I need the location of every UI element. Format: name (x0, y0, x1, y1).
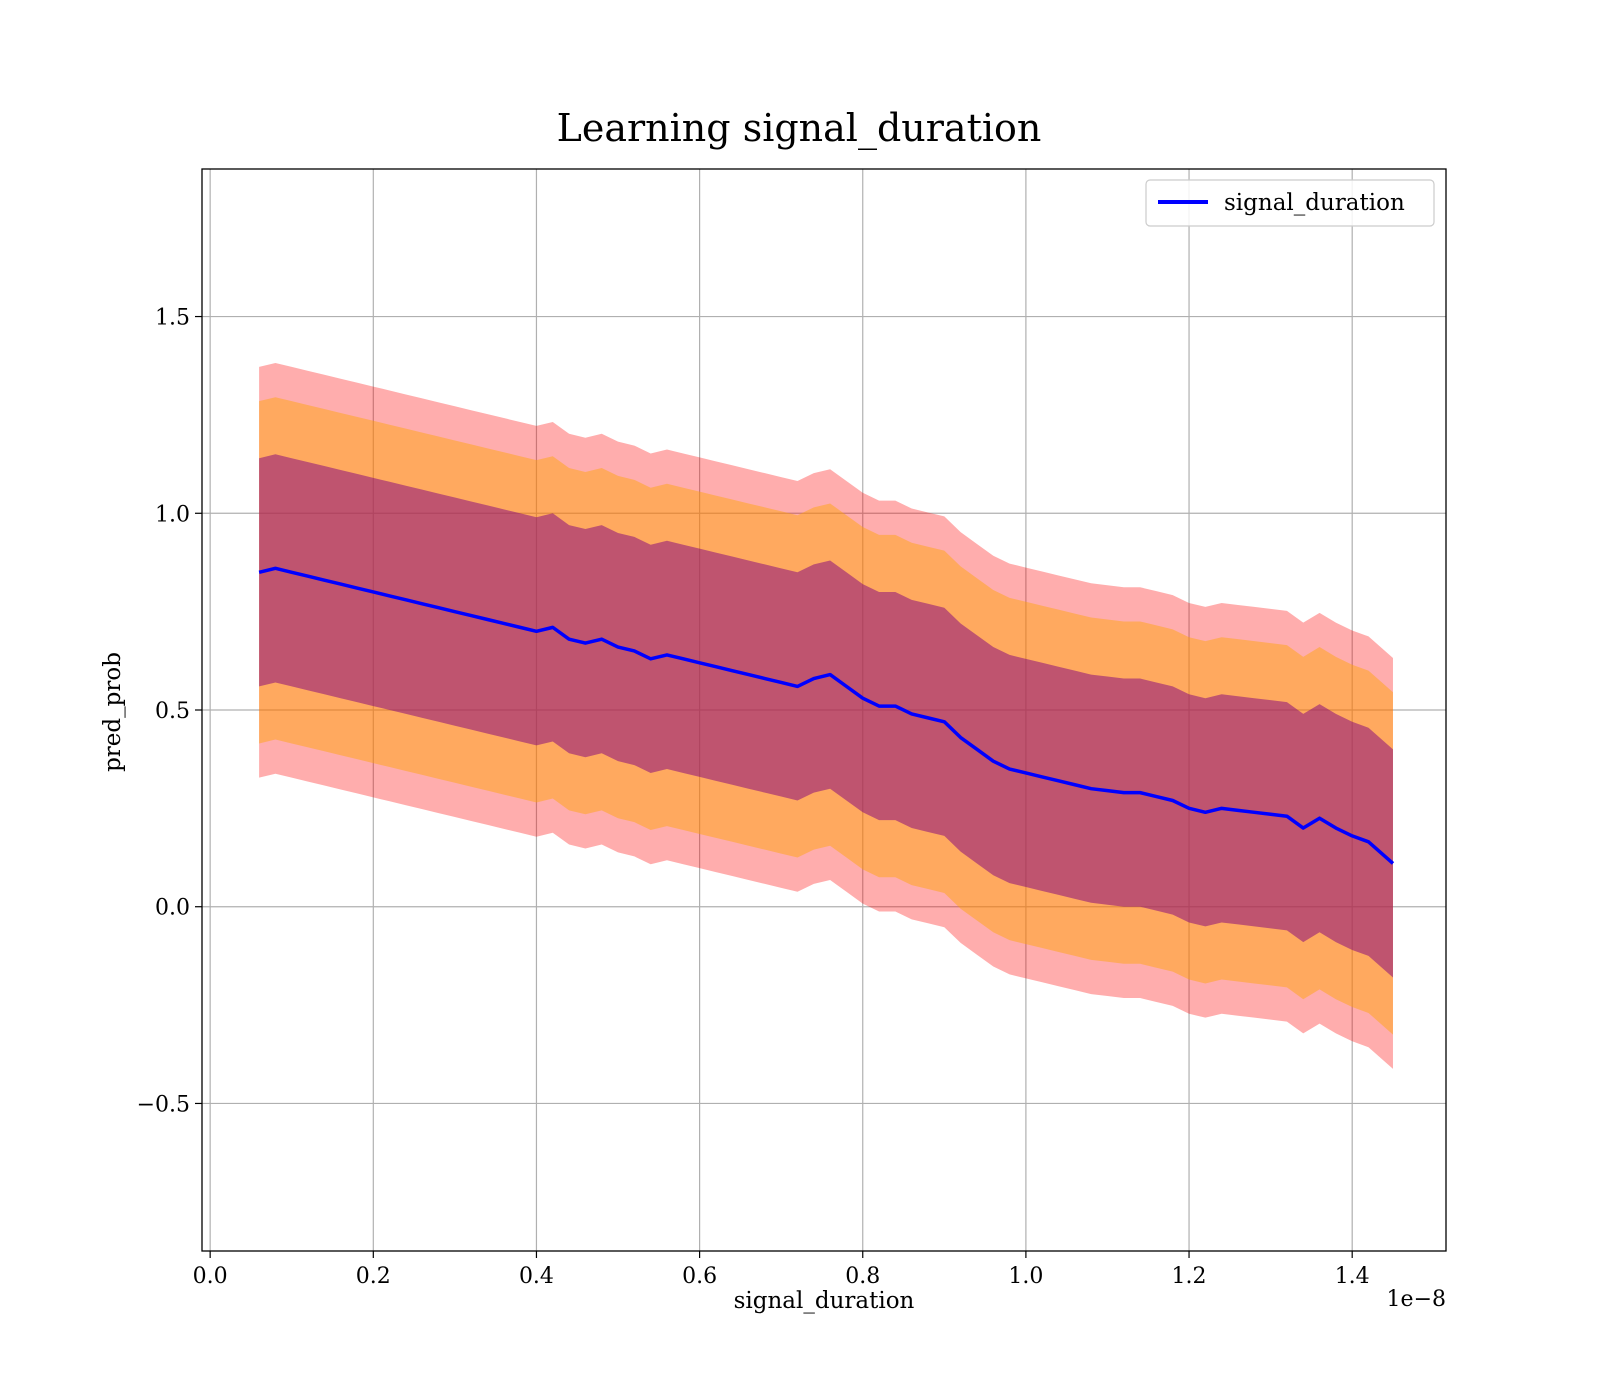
series-line-0 (258, 566, 1395, 865)
x-offset-text: 1e−8 (1387, 1287, 1446, 1312)
x-tick-label-0: 0.0 (193, 1264, 228, 1289)
legend-entry-label: signal_duration (1224, 190, 1405, 216)
legend: signal_duration (1145, 179, 1435, 227)
y-tick-label-2: 0.5 (155, 699, 190, 724)
confidence-bands (259, 362, 1393, 1069)
x-tick-label-5: 1.0 (1008, 1264, 1043, 1289)
y-tick-label-4: 1.5 (155, 306, 190, 331)
x-ticks: 0.0 0.2 0.4 0.6 0.8 1.0 1.2 1.4 (193, 1251, 1370, 1289)
series-lines (258, 566, 1395, 865)
x-tick-label-3: 0.6 (682, 1264, 717, 1289)
x-tick-label-4: 0.8 (845, 1264, 880, 1289)
x-tick-label-1: 0.2 (356, 1264, 391, 1289)
band-0-2 (259, 454, 1393, 978)
y-tick-label-3: 1.0 (155, 502, 190, 527)
y-ticks: −0.5 0.0 0.5 1.0 1.5 (137, 306, 202, 1117)
y-tick-label-1: 0.0 (155, 896, 190, 921)
x-tick-label-7: 1.4 (1335, 1264, 1370, 1289)
x-tick-label-2: 0.4 (519, 1264, 554, 1289)
legend-box (1145, 179, 1435, 227)
x-axis-label: signal_duration (734, 1288, 915, 1314)
y-tick-label-0: −0.5 (137, 1092, 190, 1117)
y-axis-label: pred_prob (100, 652, 126, 772)
x-tick-label-6: 1.2 (1172, 1264, 1207, 1289)
chart-title: Learning signal_duration (557, 106, 1042, 151)
